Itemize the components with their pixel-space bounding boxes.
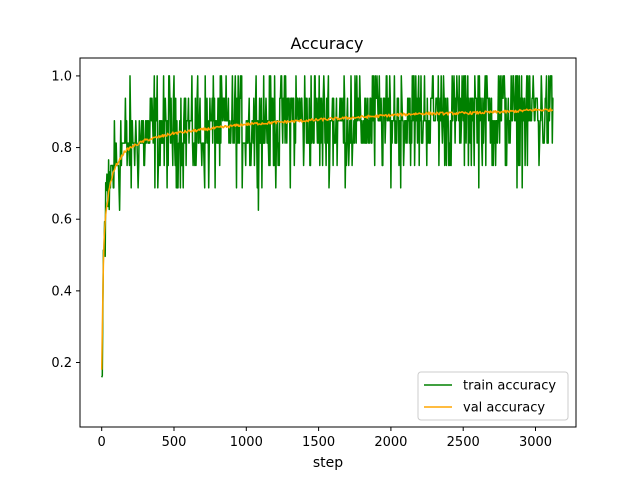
x-tick-label: 500 (162, 435, 187, 450)
x-tick-label: 2000 (374, 435, 407, 450)
x-tick-label: 1000 (230, 435, 263, 450)
legend-label: train accuracy (463, 379, 556, 394)
series-layer (100, 75, 554, 378)
legend: train accuracy val accuracy (417, 371, 569, 421)
y-tick-label: 0.8 (51, 141, 72, 156)
x-tick-label: 0 (98, 435, 106, 450)
legend-label: val accuracy (463, 401, 545, 416)
x-axis: 0 500 1000 1500 2000 2500 3000 (98, 427, 552, 450)
series-line-val-accuracy (100, 107, 554, 370)
x-tick-label: 2500 (447, 435, 480, 450)
y-tick-label: 0.4 (51, 284, 72, 299)
x-tick-label: 1500 (302, 435, 335, 450)
chart-title: Accuracy (290, 34, 363, 53)
y-axis: 0.2 0.4 0.6 0.8 1.0 (51, 69, 80, 371)
y-tick-label: 1.0 (51, 69, 72, 84)
plot-frame (79, 57, 577, 428)
y-tick-label: 0.2 (51, 356, 72, 371)
series-line-train-accuracy (100, 75, 554, 378)
legend-box (417, 371, 569, 421)
y-tick-label: 0.6 (51, 213, 72, 228)
x-axis-label: step (313, 455, 343, 471)
x-tick-label: 3000 (519, 435, 552, 450)
